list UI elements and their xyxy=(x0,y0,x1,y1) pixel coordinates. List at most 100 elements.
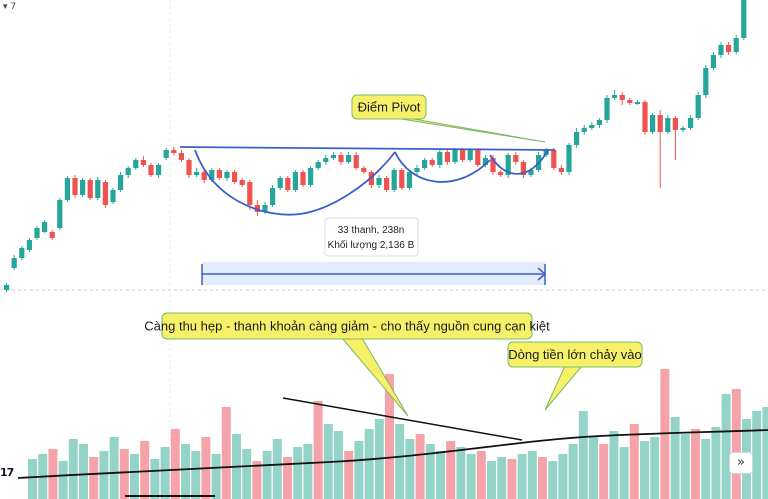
volume-bar xyxy=(527,451,537,499)
candle xyxy=(520,160,526,178)
candle xyxy=(186,158,192,178)
candle-body xyxy=(733,38,739,52)
volume-bar xyxy=(599,444,609,499)
candle-body xyxy=(140,160,146,165)
candle xyxy=(665,115,671,134)
candle xyxy=(148,163,154,177)
candle-body xyxy=(361,168,367,172)
candle-body xyxy=(520,162,526,175)
candle xyxy=(64,176,70,202)
candle xyxy=(657,110,663,188)
candle xyxy=(80,178,86,197)
annotation-layer: 33 thanh, 238n Khối lượng 2,136 B Điểm Piv… xyxy=(17,94,768,497)
candle xyxy=(330,152,336,160)
candle xyxy=(422,158,428,170)
candle-body xyxy=(239,180,245,185)
candle xyxy=(95,177,101,200)
candle-body xyxy=(642,102,648,132)
volume-bar xyxy=(293,447,303,499)
candle-body xyxy=(574,132,580,145)
candle-body xyxy=(11,258,17,268)
candle-body xyxy=(384,178,390,190)
volume-bar xyxy=(568,444,578,499)
range-bars-text: 33 thanh, 238n xyxy=(338,225,405,236)
volume-bar xyxy=(405,439,415,499)
candle xyxy=(627,98,633,105)
candle xyxy=(551,148,557,170)
candle-body xyxy=(695,95,701,118)
candle xyxy=(232,170,238,184)
candle-body xyxy=(612,95,618,98)
volume-bar xyxy=(28,459,37,499)
volume-bar xyxy=(711,427,721,499)
candle-body xyxy=(285,178,291,190)
candle xyxy=(513,152,519,165)
candle xyxy=(34,226,40,240)
handle-curve-2 xyxy=(489,149,549,175)
volume-bar xyxy=(242,449,252,499)
candle-body xyxy=(178,153,184,160)
volume-bar xyxy=(170,429,180,499)
volume-bar xyxy=(497,457,507,499)
candle-body xyxy=(596,120,602,125)
candle-body xyxy=(102,182,108,205)
candle-body xyxy=(72,178,78,195)
candle xyxy=(406,170,412,190)
candle xyxy=(163,148,169,160)
volume-bar xyxy=(701,439,711,499)
candle-body xyxy=(338,155,344,162)
candle-body xyxy=(49,232,55,238)
candle-body xyxy=(64,178,70,200)
pivot-callout: Điểm Pivot xyxy=(351,94,546,143)
candle-body xyxy=(156,165,162,175)
candle-body xyxy=(741,0,747,38)
candle xyxy=(574,128,580,148)
volume-bar xyxy=(578,411,588,499)
candle xyxy=(285,176,291,192)
volume-bar xyxy=(334,431,343,499)
volume-bar xyxy=(415,434,425,499)
tradingview-logo-icon: 17 xyxy=(0,466,14,479)
candle xyxy=(361,166,367,174)
volume-bar xyxy=(548,461,558,499)
candle xyxy=(688,115,694,130)
candle xyxy=(672,116,678,160)
candle-body xyxy=(718,45,724,55)
candle-body xyxy=(490,158,496,172)
candle-body xyxy=(216,170,222,178)
scroll-right-button[interactable]: » xyxy=(729,452,753,474)
candle-body xyxy=(376,178,382,185)
corner-label: ▾ 7 xyxy=(3,2,17,12)
volume-bar xyxy=(476,451,486,499)
candle xyxy=(42,220,48,233)
volume-bar xyxy=(89,457,99,499)
candle-body xyxy=(254,205,260,212)
candle-body xyxy=(118,175,124,190)
candle xyxy=(72,175,78,198)
candle-body xyxy=(34,228,40,238)
range-measurement xyxy=(201,262,547,285)
candle xyxy=(102,180,108,208)
volume-bar xyxy=(48,449,58,499)
volume-bar xyxy=(58,461,68,499)
volume-bar xyxy=(160,447,170,499)
range-info-bg xyxy=(324,217,419,257)
volume-bar xyxy=(436,451,445,499)
candle-body xyxy=(315,162,321,168)
candle-body xyxy=(26,240,32,250)
candle-body xyxy=(422,160,428,168)
inflow-callout-tail xyxy=(544,365,584,411)
candle xyxy=(505,153,511,178)
volume-bar xyxy=(283,457,292,499)
candle-body xyxy=(672,118,678,130)
volume-bar xyxy=(691,429,700,499)
candle xyxy=(581,125,587,135)
candle xyxy=(118,172,124,192)
candle xyxy=(353,152,359,170)
range-arrow-icon xyxy=(537,267,547,281)
candle-body xyxy=(57,200,63,228)
pivot-callout-tail xyxy=(394,117,546,143)
volume-bar xyxy=(517,454,527,499)
